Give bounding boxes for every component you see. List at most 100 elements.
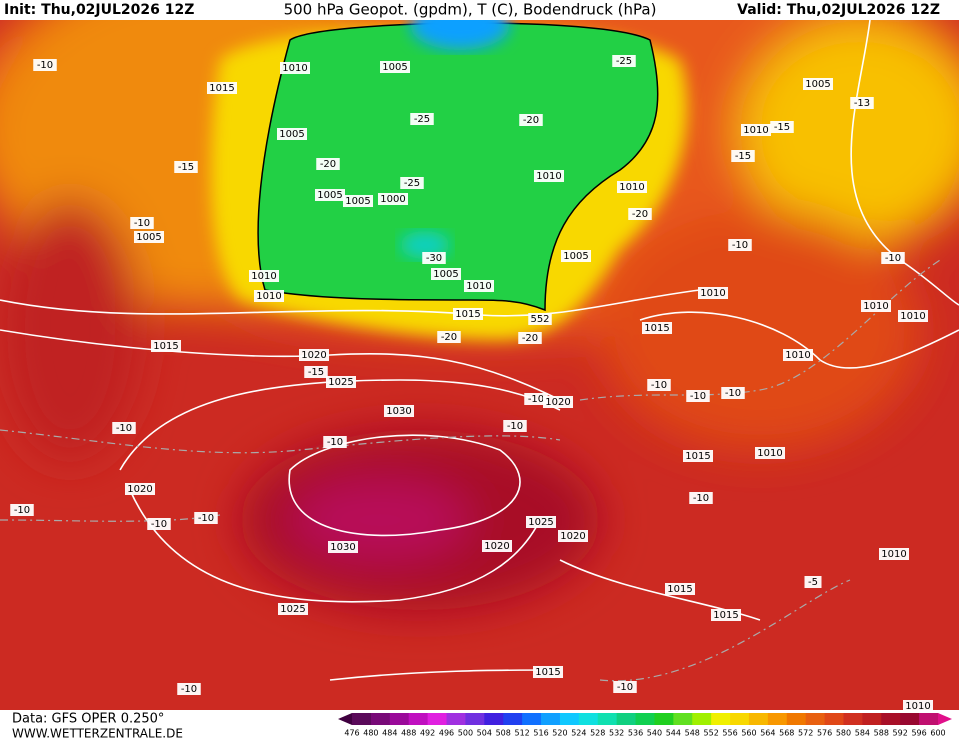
colorbar-swatch [370,713,391,725]
contour-label: 1010 [785,350,810,361]
label-box [617,181,647,193]
colorbar-swatch [673,713,693,725]
contour-label: 1005 [433,269,458,280]
colorbar-under [338,713,352,725]
colorbar-label: 548 [685,729,700,738]
contour-label: 1015 [685,451,710,462]
label-box [721,387,745,399]
contour-label: 1005 [317,190,342,201]
contour-label: -10 [617,682,633,693]
contour-label: 1010 [905,701,930,712]
colorbar-swatch [635,713,655,725]
colorbar-label: 520 [552,729,567,738]
label-box [561,250,591,262]
colorbar-swatch [786,713,807,725]
contour-label: 1010 [466,281,491,292]
colorbar-swatch [446,713,466,725]
label-box [147,518,171,530]
contour-label: 1025 [280,604,305,615]
colorbar-swatch [748,713,769,725]
colorbar-label: 592 [893,729,908,738]
contour-label: 1010 [256,291,281,302]
label-box [879,548,909,560]
contour-label: -30 [426,253,442,264]
contour-label: 1010 [700,288,725,299]
contour-label: 1015 [455,309,480,320]
colorbar-swatch [503,713,523,725]
label-box [125,483,155,495]
colorbar-label: 476 [344,729,359,738]
colorbar-label: 500 [458,729,473,738]
label-box [642,322,672,334]
colorbar-swatch [597,713,618,725]
contour-label: -15 [308,367,324,378]
colorbar-label: 488 [401,729,416,738]
colorbar-label: 480 [363,729,378,738]
label-box [519,114,543,126]
data-source: Data: GFS OPER 0.250° [12,712,164,727]
contour-label: 1005 [563,251,588,262]
colorbar-swatch [881,713,901,725]
contour-label: 1005 [279,129,304,140]
label-box [683,450,713,462]
contour-label: -20 [522,333,538,344]
contour-label: -10 [732,240,748,251]
colorbar-label: 508 [496,729,511,738]
contour-label: 1025 [328,377,353,388]
colorbar-label: 528 [590,729,605,738]
label-box [755,447,785,459]
contour-label: 1010 [743,125,768,136]
label-box [254,290,284,302]
colorbar-label: 540 [647,729,662,738]
label-box [804,576,822,588]
label-box [711,609,741,621]
contour-label: 1020 [484,541,509,552]
colorbar-swatch [730,713,750,725]
label-box [326,376,356,388]
contour-label: 1010 [863,301,888,312]
colorbar-swatch [767,713,788,725]
label-box [431,268,461,280]
contour-label: -10 [151,519,167,530]
label-box [728,239,752,251]
colorbar-label: 552 [704,729,719,738]
label-box [770,121,794,133]
label-box [328,541,358,553]
label-box [422,252,446,264]
label-box [526,516,556,528]
label-box [174,161,198,173]
colorbar-swatch [541,713,561,725]
contour-label: -20 [320,159,336,170]
site-url: WWW.WETTERZENTRALE.DE [12,727,183,741]
colorbar-label: 560 [741,729,756,738]
colorbar-label: 576 [817,729,832,738]
contour-label: 1030 [330,542,355,553]
header-bar [0,0,959,20]
label-box [177,683,201,695]
contour-label: 1015 [209,83,234,94]
contour-label: 1025 [528,517,553,528]
label-box [482,540,512,552]
colorbar-over [938,713,952,725]
colorbar-swatch [408,713,429,725]
contour-label: -15 [774,122,790,133]
label-box [323,436,347,448]
contour-label: -10 [690,391,706,402]
label-box [380,61,410,73]
contour-label: -15 [735,151,751,162]
contour-label: -10 [507,421,523,432]
colorbar-label: 492 [420,729,435,738]
label-box [151,340,181,352]
colorbar-label: 596 [911,729,926,738]
colorbar-label: 584 [855,729,870,738]
label-box [280,62,310,74]
contour-label: 1020 [301,350,326,361]
colorbar-label: 496 [439,729,454,738]
contour-label: 1010 [251,271,276,282]
label-box [343,195,373,207]
colorbar-label: 572 [798,729,813,738]
colorbar-swatch [465,713,485,725]
label-box [741,124,771,136]
